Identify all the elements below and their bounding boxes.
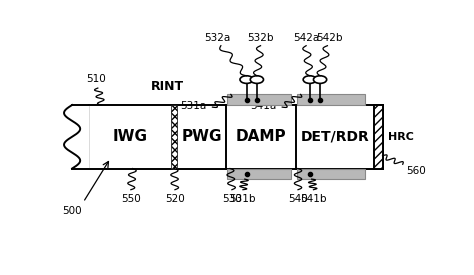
Bar bbox=[297, 94, 365, 105]
Text: DAMP: DAMP bbox=[236, 129, 287, 144]
Text: 531a: 531a bbox=[181, 101, 207, 111]
Text: 500: 500 bbox=[62, 206, 82, 216]
Text: HRC: HRC bbox=[388, 132, 414, 142]
Text: 541a: 541a bbox=[250, 101, 277, 111]
Text: 532a: 532a bbox=[204, 32, 230, 43]
Text: 530: 530 bbox=[222, 194, 242, 204]
Text: 540: 540 bbox=[288, 194, 308, 204]
Text: RINT: RINT bbox=[151, 80, 184, 93]
Bar bbox=[227, 94, 292, 105]
Text: 541b: 541b bbox=[300, 194, 327, 204]
Text: 560: 560 bbox=[406, 166, 426, 176]
Text: 542b: 542b bbox=[316, 32, 343, 43]
Text: 531b: 531b bbox=[230, 194, 256, 204]
Text: 520: 520 bbox=[165, 194, 185, 204]
Text: 550: 550 bbox=[121, 194, 141, 204]
Circle shape bbox=[250, 76, 264, 83]
Bar bbox=[171, 105, 177, 169]
Text: DET/RDR: DET/RDR bbox=[301, 130, 370, 144]
Bar bbox=[374, 105, 383, 169]
Circle shape bbox=[303, 76, 317, 83]
Bar bbox=[227, 169, 292, 179]
Text: 532b: 532b bbox=[247, 32, 274, 43]
Bar bbox=[297, 169, 365, 179]
Bar bbox=[89, 105, 383, 169]
Text: 542a: 542a bbox=[293, 32, 319, 43]
Text: IWG: IWG bbox=[112, 129, 147, 144]
Text: PWG: PWG bbox=[182, 129, 222, 144]
Circle shape bbox=[240, 76, 253, 83]
Text: 510: 510 bbox=[86, 74, 106, 84]
Circle shape bbox=[313, 76, 327, 83]
